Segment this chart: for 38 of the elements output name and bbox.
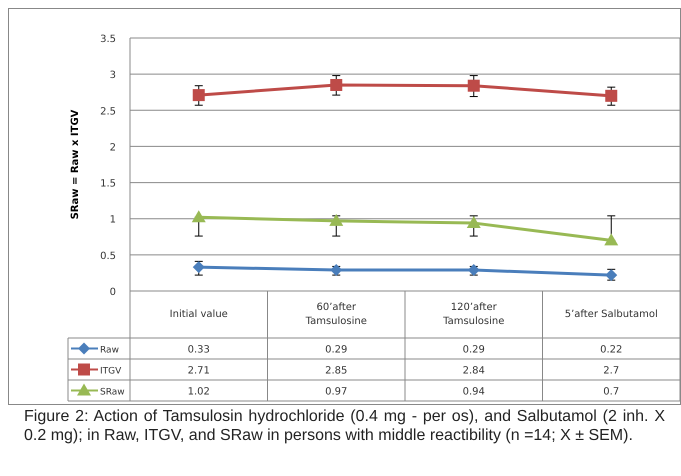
data-label: 0.97 [325, 386, 348, 398]
data-label: 1.02 [188, 386, 210, 398]
x-tick-label: 60’after Tamsulosine [304, 300, 368, 328]
data-label: 0.29 [462, 344, 485, 356]
data-label: 2.85 [325, 366, 348, 376]
data-label: 2.7 [603, 366, 620, 376]
x-tick-label: 5’after Salbutamol [564, 308, 659, 322]
y-tick-label: 2 [110, 142, 116, 154]
point [605, 90, 618, 102]
x-tick-label: 120’after Tamsulosine [442, 300, 506, 328]
data-label: 2.84 [462, 366, 485, 376]
legend-label: SRaw [100, 388, 125, 398]
legend-label: ITGV [100, 366, 122, 376]
point [192, 89, 205, 102]
data-label: 0.94 [462, 386, 485, 398]
x-tick-label: Initial value [168, 308, 229, 322]
y-tick-label: 3.5 [100, 34, 116, 45]
data-label: 2.71 [188, 366, 210, 376]
legend-label: Raw [100, 346, 119, 356]
y-axis-title: SRaw = Raw x ITGV [70, 109, 81, 220]
data-label: 0.22 [600, 344, 622, 356]
y-tick-label: 0 [110, 287, 116, 298]
point [329, 214, 344, 226]
point [330, 78, 342, 91]
data-label: 0.7 [603, 386, 620, 398]
point [468, 80, 480, 92]
y-tick-label: 0.5 [100, 250, 116, 262]
y-tick-label: 2.5 [100, 106, 116, 118]
point [466, 216, 481, 228]
caption: Figure 2: Action of Tamsulosin hydrochloride (0.4 mg - per os), and Salbutamol (2 inh. X 0.2 mg); in Raw, ITGV, and SRaw in persons with middle reactibility (n =14; X ± SEM). [23, 407, 666, 446]
y-tick-label: 3 [110, 70, 116, 82]
point [192, 210, 206, 222]
point [192, 261, 205, 274]
point [604, 233, 618, 246]
data-label: 0.33 [188, 344, 210, 356]
y-tick-label: 1 [110, 214, 116, 226]
y-tick-label: 1.5 [100, 178, 116, 190]
data-label: 0.29 [325, 344, 348, 356]
